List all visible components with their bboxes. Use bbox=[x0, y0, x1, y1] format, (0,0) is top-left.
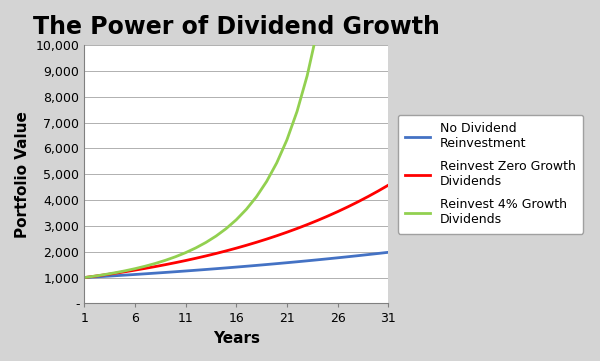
No Dividend
Reinvestment bbox=[80, 275, 88, 280]
Reinvest 4% Growth
Dividends bbox=[131, 266, 139, 271]
No Dividend
Reinvestment bbox=[202, 267, 209, 271]
Reinvest Zero Growth
Dividends bbox=[385, 183, 392, 187]
No Dividend
Reinvestment bbox=[223, 266, 230, 270]
No Dividend
Reinvestment bbox=[385, 250, 392, 255]
No Dividend
Reinvestment bbox=[263, 262, 270, 267]
No Dividend
Reinvestment bbox=[121, 273, 128, 277]
Reinvest Zero Growth
Dividends bbox=[374, 189, 382, 193]
Reinvest Zero Growth
Dividends bbox=[162, 262, 169, 267]
Reinvest Zero Growth
Dividends bbox=[344, 205, 352, 209]
Reinvest 4% Growth
Dividends bbox=[162, 258, 169, 262]
Reinvest Zero Growth
Dividends bbox=[202, 254, 209, 258]
Reinvest 4% Growth
Dividends bbox=[243, 207, 250, 212]
Reinvest Zero Growth
Dividends bbox=[121, 270, 128, 274]
Reinvest 4% Growth
Dividends bbox=[152, 261, 159, 266]
Reinvest 4% Growth
Dividends bbox=[101, 273, 108, 277]
Reinvest Zero Growth
Dividends bbox=[304, 222, 311, 227]
Reinvest 4% Growth
Dividends bbox=[202, 240, 209, 245]
No Dividend
Reinvestment bbox=[142, 271, 149, 276]
Reinvest Zero Growth
Dividends bbox=[223, 249, 230, 253]
Reinvest Zero Growth
Dividends bbox=[101, 273, 108, 277]
No Dividend
Reinvestment bbox=[131, 272, 139, 277]
Reinvest Zero Growth
Dividends bbox=[273, 234, 280, 238]
No Dividend
Reinvestment bbox=[364, 252, 371, 257]
No Dividend
Reinvestment bbox=[253, 263, 260, 268]
Line: Reinvest Zero Growth
Dividends: Reinvest Zero Growth Dividends bbox=[84, 185, 388, 278]
No Dividend
Reinvestment bbox=[192, 268, 199, 273]
Reinvest Zero Growth
Dividends bbox=[283, 230, 290, 234]
Reinvest Zero Growth
Dividends bbox=[142, 266, 149, 271]
Reinvest 4% Growth
Dividends bbox=[273, 161, 280, 165]
No Dividend
Reinvestment bbox=[374, 251, 382, 256]
Reinvest Zero Growth
Dividends bbox=[233, 246, 240, 250]
No Dividend
Reinvestment bbox=[152, 271, 159, 275]
No Dividend
Reinvestment bbox=[324, 257, 331, 261]
Reinvest 4% Growth
Dividends bbox=[263, 179, 270, 183]
No Dividend
Reinvestment bbox=[293, 260, 301, 264]
Reinvest 4% Growth
Dividends bbox=[283, 138, 290, 142]
No Dividend
Reinvestment bbox=[91, 275, 98, 279]
No Dividend
Reinvestment bbox=[283, 261, 290, 265]
Legend: No Dividend
Reinvestment, Reinvest Zero Growth
Dividends, Reinvest 4% Growth
Div: No Dividend Reinvestment, Reinvest Zero … bbox=[398, 115, 583, 234]
Reinvest Zero Growth
Dividends bbox=[324, 214, 331, 218]
Reinvest 4% Growth
Dividends bbox=[314, 28, 321, 32]
Y-axis label: Portfolio Value: Portfolio Value bbox=[15, 111, 30, 238]
Reinvest 4% Growth
Dividends bbox=[80, 275, 88, 280]
Reinvest 4% Growth
Dividends bbox=[111, 271, 118, 275]
Title: The Power of Dividend Growth: The Power of Dividend Growth bbox=[33, 15, 440, 39]
Reinvest Zero Growth
Dividends bbox=[111, 271, 118, 275]
No Dividend
Reinvestment bbox=[162, 270, 169, 275]
Reinvest Zero Growth
Dividends bbox=[364, 195, 371, 199]
No Dividend
Reinvestment bbox=[111, 274, 118, 278]
Reinvest Zero Growth
Dividends bbox=[172, 261, 179, 265]
No Dividend
Reinvestment bbox=[334, 256, 341, 260]
Reinvest 4% Growth
Dividends bbox=[172, 255, 179, 259]
Reinvest Zero Growth
Dividends bbox=[243, 243, 250, 247]
Reinvest Zero Growth
Dividends bbox=[91, 274, 98, 278]
Reinvest Zero Growth
Dividends bbox=[152, 264, 159, 269]
Reinvest Zero Growth
Dividends bbox=[263, 237, 270, 241]
No Dividend
Reinvestment bbox=[172, 270, 179, 274]
Reinvest 4% Growth
Dividends bbox=[182, 251, 189, 255]
Reinvest Zero Growth
Dividends bbox=[192, 256, 199, 261]
Reinvest Zero Growth
Dividends bbox=[253, 240, 260, 244]
No Dividend
Reinvestment bbox=[182, 269, 189, 273]
Line: Reinvest 4% Growth
Dividends: Reinvest 4% Growth Dividends bbox=[84, 0, 388, 278]
Reinvest Zero Growth
Dividends bbox=[131, 268, 139, 272]
Reinvest Zero Growth
Dividends bbox=[182, 258, 189, 263]
No Dividend
Reinvestment bbox=[243, 264, 250, 269]
Reinvest Zero Growth
Dividends bbox=[80, 275, 88, 280]
No Dividend
Reinvestment bbox=[101, 274, 108, 279]
Reinvest 4% Growth
Dividends bbox=[212, 234, 220, 238]
Reinvest 4% Growth
Dividends bbox=[91, 274, 98, 278]
Line: No Dividend
Reinvestment: No Dividend Reinvestment bbox=[84, 252, 388, 278]
No Dividend
Reinvestment bbox=[273, 261, 280, 266]
No Dividend
Reinvestment bbox=[314, 258, 321, 262]
Reinvest 4% Growth
Dividends bbox=[142, 264, 149, 268]
Reinvest 4% Growth
Dividends bbox=[304, 74, 311, 78]
Reinvest 4% Growth
Dividends bbox=[121, 269, 128, 273]
Reinvest 4% Growth
Dividends bbox=[293, 109, 301, 114]
Reinvest Zero Growth
Dividends bbox=[314, 218, 321, 223]
No Dividend
Reinvestment bbox=[354, 253, 361, 258]
No Dividend
Reinvestment bbox=[304, 258, 311, 263]
Reinvest Zero Growth
Dividends bbox=[334, 209, 341, 214]
Reinvest 4% Growth
Dividends bbox=[223, 226, 230, 231]
Reinvest Zero Growth
Dividends bbox=[212, 251, 220, 256]
Reinvest Zero Growth
Dividends bbox=[354, 200, 361, 204]
Reinvest Zero Growth
Dividends bbox=[293, 226, 301, 231]
Reinvest 4% Growth
Dividends bbox=[253, 195, 260, 199]
No Dividend
Reinvestment bbox=[344, 255, 352, 259]
No Dividend
Reinvestment bbox=[212, 266, 220, 271]
Reinvest 4% Growth
Dividends bbox=[233, 218, 240, 222]
Reinvest 4% Growth
Dividends bbox=[192, 246, 199, 250]
No Dividend
Reinvestment bbox=[233, 265, 240, 269]
X-axis label: Years: Years bbox=[213, 331, 260, 346]
